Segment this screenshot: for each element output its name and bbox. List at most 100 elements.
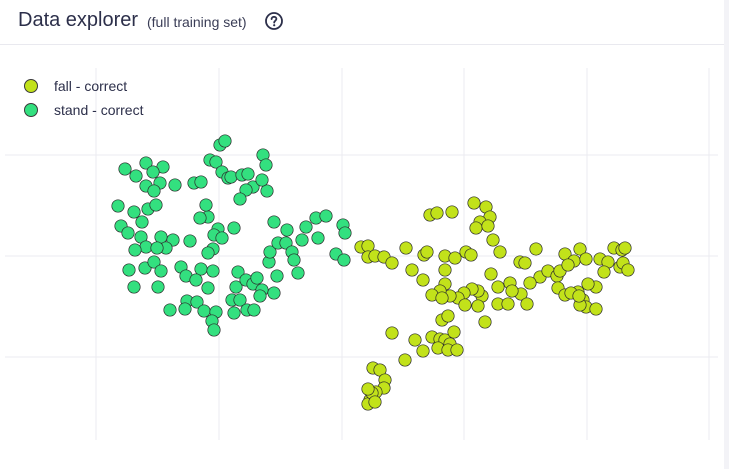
data-point-stand[interactable] [215,231,229,245]
data-point-fall[interactable] [435,291,449,305]
data-point-fall[interactable] [501,297,515,311]
data-point-stand[interactable] [128,243,142,257]
data-point-fall[interactable] [493,245,507,259]
data-point-stand[interactable] [218,134,232,148]
data-point-stand[interactable] [129,169,143,183]
data-point-stand[interactable] [224,170,238,184]
data-point-fall[interactable] [447,325,461,339]
data-point-stand[interactable] [337,253,351,267]
data-point-fall[interactable] [618,241,632,255]
data-point-stand[interactable] [193,211,207,225]
data-point-stand[interactable] [250,271,264,285]
data-point-stand[interactable] [189,273,203,287]
data-point-fall[interactable] [416,344,430,358]
data-point-fall[interactable] [484,267,498,281]
data-point-stand[interactable] [139,240,153,254]
data-point-stand[interactable] [260,184,274,198]
data-point-stand[interactable] [151,280,165,294]
data-point-fall[interactable] [486,233,500,247]
data-point-fall[interactable] [518,256,532,270]
data-point-stand[interactable] [122,263,136,277]
data-point-stand[interactable] [239,183,253,197]
data-point-fall[interactable] [448,251,462,265]
data-point-fall[interactable] [505,284,519,298]
data-point-stand[interactable] [149,198,163,212]
data-point-stand[interactable] [207,323,221,337]
scatter-plot[interactable] [0,46,724,469]
data-point-stand[interactable] [227,306,241,320]
data-point-stand[interactable] [147,255,161,269]
data-points[interactable] [111,134,635,411]
data-point-stand[interactable] [201,281,215,295]
data-point-stand[interactable] [299,220,313,234]
data-point-fall[interactable] [597,265,611,279]
scrollbar-track[interactable] [724,0,729,469]
data-point-stand[interactable] [267,215,281,229]
data-point-stand[interactable] [121,226,135,240]
legend-item-fall[interactable]: fall - correct [22,74,143,98]
data-point-stand[interactable] [229,280,243,294]
data-point-fall[interactable] [478,315,492,329]
data-point-stand[interactable] [194,262,208,276]
data-point-stand[interactable] [280,223,294,237]
data-point-stand[interactable] [127,280,141,294]
data-point-fall[interactable] [561,258,575,272]
data-point-stand[interactable] [259,158,273,172]
data-point-stand[interactable] [311,231,325,245]
data-point-fall[interactable] [416,273,430,287]
data-point-stand[interactable] [127,205,141,219]
data-point-stand[interactable] [267,286,281,300]
data-point-fall[interactable] [398,353,412,367]
data-point-fall[interactable] [399,241,413,255]
data-point-stand[interactable] [168,178,182,192]
data-point-stand[interactable] [111,199,125,213]
question-circle-icon[interactable] [265,12,283,30]
data-point-fall[interactable] [572,289,586,303]
data-point-fall[interactable] [464,248,478,262]
data-point-stand[interactable] [183,234,197,248]
data-point-stand[interactable] [231,265,245,279]
data-point-stand[interactable] [247,303,261,317]
data-point-fall[interactable] [368,395,382,409]
data-point-stand[interactable] [319,209,333,223]
data-point-fall[interactable] [523,276,537,290]
data-point-stand[interactable] [147,184,161,198]
data-point-fall[interactable] [361,382,375,396]
data-point-fall[interactable] [441,309,455,323]
data-point-stand[interactable] [227,221,241,235]
data-point-stand[interactable] [150,241,164,255]
data-point-stand[interactable] [199,198,213,212]
data-point-stand[interactable] [270,269,284,283]
data-point-fall[interactable] [529,242,543,256]
data-point-fall[interactable] [385,256,399,270]
data-point-stand[interactable] [190,295,204,309]
data-point-fall[interactable] [589,302,603,316]
data-point-fall[interactable] [621,263,635,277]
data-point-fall[interactable] [408,333,422,347]
data-point-stand[interactable] [241,167,255,181]
data-point-stand[interactable] [154,230,168,244]
data-point-stand[interactable] [154,264,168,278]
data-point-fall[interactable] [430,206,444,220]
data-point-fall[interactable] [385,326,399,340]
data-point-fall[interactable] [573,242,587,256]
data-point-fall[interactable] [405,263,419,277]
data-point-stand[interactable] [279,236,293,250]
legend-item-stand[interactable]: stand - correct [22,98,143,122]
data-point-fall[interactable] [469,221,483,235]
data-point-stand[interactable] [291,266,305,280]
data-point-stand[interactable] [263,245,277,259]
data-point-fall[interactable] [579,252,593,266]
data-point-stand[interactable] [206,264,220,278]
data-point-stand[interactable] [201,246,215,260]
data-point-stand[interactable] [194,175,208,189]
data-point-stand[interactable] [295,233,309,247]
data-point-stand[interactable] [138,261,152,275]
data-point-stand[interactable] [197,304,211,318]
data-point-fall[interactable] [458,298,472,312]
data-point-stand[interactable] [146,165,160,179]
data-point-stand[interactable] [135,215,149,229]
data-point-fall[interactable] [471,299,485,313]
data-point-fall[interactable] [581,277,595,291]
data-point-fall[interactable] [445,205,459,219]
